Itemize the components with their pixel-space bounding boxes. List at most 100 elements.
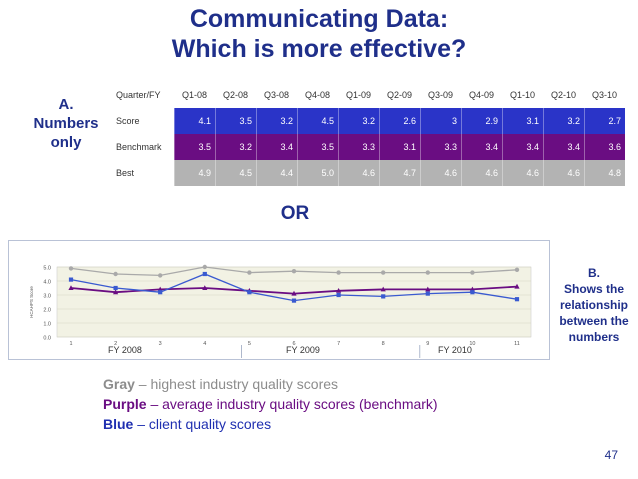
y-tick-label: 1.0: [43, 322, 51, 328]
x-tick-label: 10: [469, 341, 475, 347]
data-point: [291, 290, 297, 296]
data-point: [68, 285, 74, 290]
table-cell: 3.3: [420, 134, 461, 160]
table-cell: 3.2: [215, 134, 256, 160]
fy-label-2008: FY 2008: [108, 345, 142, 355]
data-point: [202, 285, 208, 290]
data-point: [425, 291, 430, 296]
data-point: [291, 298, 297, 303]
x-tick-label: 5: [248, 341, 251, 347]
table-cell: 3.5: [174, 134, 215, 160]
data-point: [470, 270, 475, 275]
table-cell: 4.1: [174, 108, 215, 134]
table-column-header: Q3-09: [427, 90, 453, 100]
table-cell: 4.6: [461, 160, 502, 186]
data-point: [381, 270, 386, 275]
x-tick-label: 11: [514, 341, 520, 347]
y-tick-label: 0.0: [43, 336, 51, 342]
table-cell: 4.6: [502, 160, 543, 186]
table-cell: 4.6: [543, 160, 584, 186]
section-b-label: B. Shows the relationship between the number…: [552, 265, 636, 345]
data-point: [380, 286, 386, 292]
line-chart: 0.0 1.0 2.0 3.0 4.0 5.0 HCAHPS Score 1 2 3 4 5 6 7 8 9 1…: [8, 240, 550, 360]
section-a-label-line-1: A.: [58, 96, 74, 113]
y-tick-label: 4.0: [43, 280, 51, 286]
data-point: [470, 290, 475, 295]
data-point: [336, 288, 342, 293]
table-column-header: Q2-10: [550, 90, 576, 100]
y-axis-label: HCAHPS Score: [29, 286, 34, 318]
legend-purple: Purple – average industry quality scores…: [103, 394, 438, 414]
table-row: Score 4.1 3.5 3.2 4.5 3.2 2.6 3 2.9 3.1 3.2 2.7: [112, 108, 625, 134]
section-b-label-line-5: numbers: [568, 330, 620, 344]
table-column-header: Q3-08: [263, 90, 289, 100]
data-point: [202, 271, 207, 277]
table-cell: 4.6: [420, 160, 461, 186]
y-tick-label: 3.0: [43, 294, 51, 300]
data-point: [336, 270, 341, 275]
x-tick-label: 2: [114, 341, 117, 347]
data-point: [113, 271, 118, 277]
table-header-row: Quarter/FY Q1-08 Q2-08 Q3-08 Q4-08 Q1-09 Q2-0…: [112, 82, 625, 108]
data-point: [514, 297, 520, 302]
table-column-header: Q3-10: [591, 90, 617, 100]
slide-title-line-1: Communicating Data:: [189, 5, 449, 33]
x-tick-label: 9: [426, 341, 429, 347]
section-a-label: A. Numbers only: [30, 95, 102, 152]
table-cell: 2.9: [461, 108, 502, 134]
table-column-header: Q4-08: [304, 90, 330, 100]
data-point: [514, 283, 520, 289]
table-cell: 3.5: [297, 134, 338, 160]
section-a-label-line-3: only: [50, 134, 82, 151]
table-cell: 4.8: [584, 160, 625, 186]
table-cell: 3.5: [215, 108, 256, 134]
table-cell: 4.4: [256, 160, 297, 186]
data-point: [202, 264, 207, 270]
legend-blue: Blue – client quality scores: [103, 414, 271, 434]
legend-gray-text: – highest industry quality scores: [134, 376, 339, 392]
data-point: [247, 270, 252, 275]
y-tick-label: 5.0: [43, 266, 51, 272]
table-column-header: Q1-10: [509, 90, 535, 100]
x-tick-label: 8: [382, 341, 385, 347]
legend-purple-key: Purple: [103, 396, 147, 412]
or-divider-text: OR: [280, 203, 310, 224]
legend-gray-key: Gray: [103, 376, 135, 392]
table-cell: 3.6: [584, 134, 625, 160]
table-cell: 2.6: [379, 108, 420, 134]
table-cell: 4.7: [379, 160, 420, 186]
table-cell: 3: [420, 108, 461, 134]
legend-blue-text: – client quality scores: [133, 416, 272, 432]
table-row-label: Score: [112, 108, 174, 134]
table-cell: 3.1: [379, 134, 420, 160]
data-point: [336, 292, 341, 298]
table-column-header: Q2-09: [386, 90, 412, 100]
table-column-header: Q4-09: [468, 90, 494, 100]
table-cell: 3.4: [543, 134, 584, 160]
section-a-label-line-2: Numbers: [33, 115, 99, 132]
data-point: [113, 285, 118, 291]
table-cell: 4.9: [174, 160, 215, 186]
legend-purple-text: – average industry quality scores (bench…: [146, 396, 438, 412]
table-cell: 4.6: [338, 160, 379, 186]
section-b-label-line-3: relationship: [559, 298, 628, 312]
x-tick-label: 7: [337, 341, 340, 347]
table-column-header: Q2-08: [222, 90, 248, 100]
fy-label-2009: FY 2009: [286, 345, 320, 355]
table-cell: 2.7: [584, 108, 625, 134]
page-number: 47: [604, 448, 618, 462]
line-chart-svg: 0.0 1.0 2.0 3.0 4.0 5.0 HCAHPS Score 1 2 3 4 5 6 7 8 9 1…: [29, 264, 532, 358]
table-body: Score 4.1 3.5 3.2 4.5 3.2 2.6 3 2.9 3.1 3.2 2.7 Benc…: [112, 108, 625, 186]
data-point: [425, 270, 430, 275]
table-cell: 3.1: [502, 108, 543, 134]
section-b-label-line-1: B.: [588, 266, 600, 280]
table-header-label: Quarter/FY: [112, 82, 174, 108]
table-row: Benchmark 3.5 3.2 3.4 3.5 3.3 3.1 3.3 3.4 3.4 3.4 3…: [112, 134, 625, 160]
data-point: [113, 289, 119, 295]
y-tick-label: 2.0: [43, 308, 51, 314]
table-cell: 3.2: [543, 108, 584, 134]
table-cell: 3.2: [256, 108, 297, 134]
table-cell: 5.0: [297, 160, 338, 186]
x-tick-label: 6: [292, 341, 295, 347]
data-point: [68, 277, 74, 282]
